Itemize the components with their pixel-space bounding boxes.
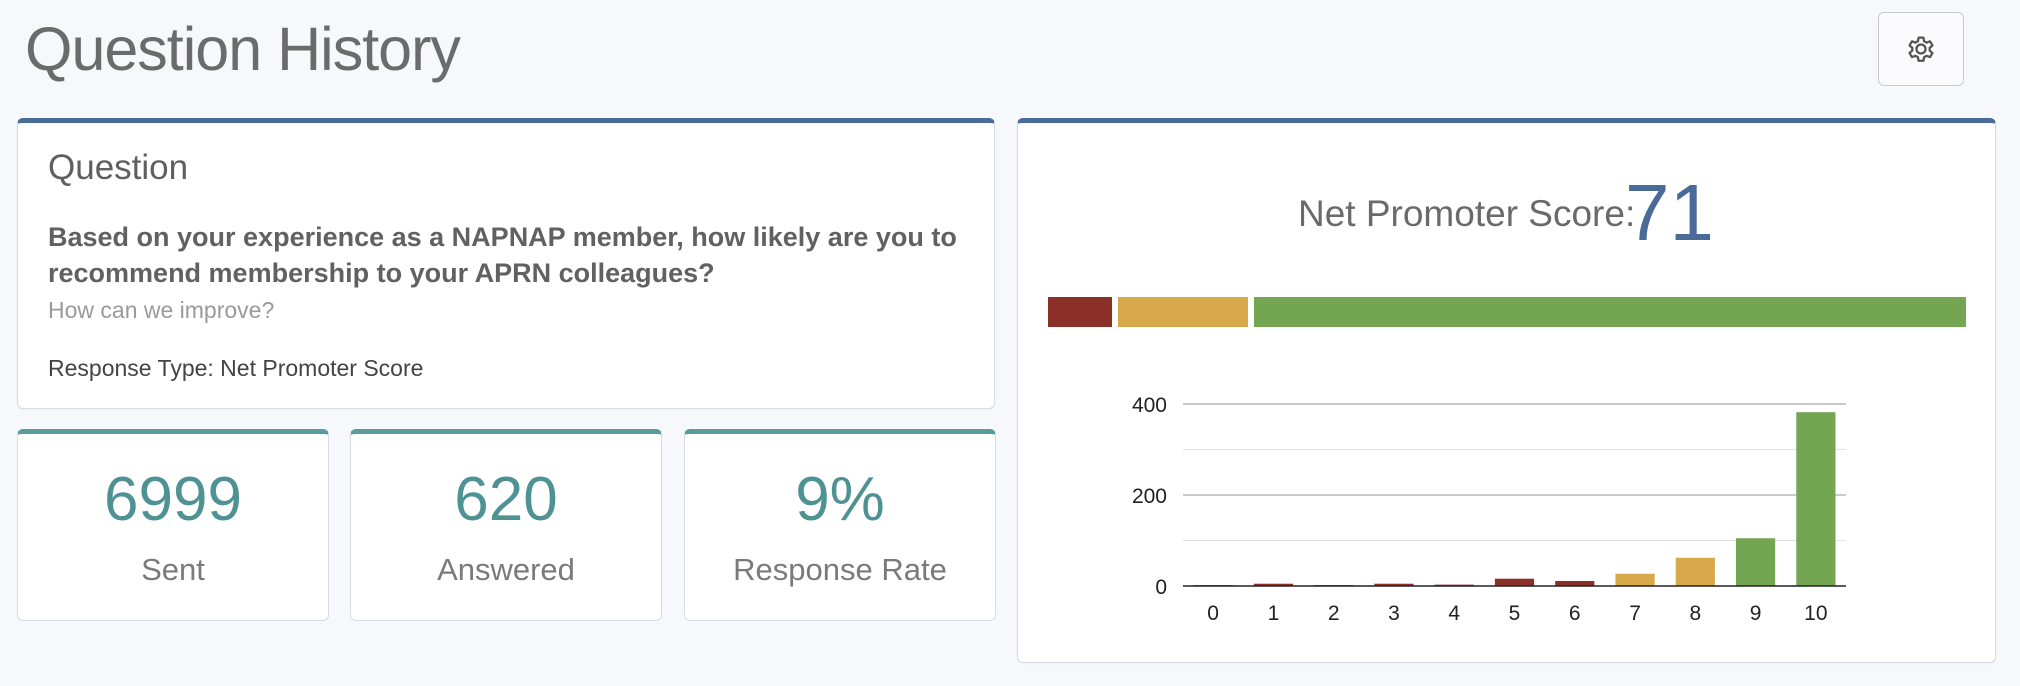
y-tick-label: 200	[1132, 485, 1167, 508]
stat-card-answered: 620 Answered	[350, 429, 662, 621]
stat-label: Response Rate	[733, 552, 947, 587]
bar-score-5	[1494, 578, 1535, 586]
x-tick-label: 7	[1629, 602, 1641, 625]
y-tick-label: 0	[1155, 576, 1167, 599]
stat-value: 9%	[795, 465, 885, 534]
nps-bar-promoters	[1254, 297, 1966, 327]
bar-score-9	[1736, 538, 1776, 586]
gear-icon	[1908, 36, 1934, 62]
x-tick-label: 4	[1448, 602, 1460, 625]
stat-value: 6999	[104, 465, 242, 534]
nps-bar-detractors	[1048, 297, 1113, 327]
x-tick-label: 1	[1268, 602, 1280, 625]
question-heading: Question	[48, 148, 189, 187]
nps-bar-passives	[1118, 297, 1249, 327]
nps-histogram: 0 200 400 0 1 2 3 4 5 6 7 8 9 10	[1132, 394, 1846, 625]
settings-button[interactable]	[1878, 12, 1964, 86]
bar-score-3	[1374, 583, 1414, 586]
question-text: Based on your experience as a NAPNAP mem…	[48, 222, 957, 288]
followup-question: How can we improve?	[48, 297, 275, 323]
x-tick-label: 6	[1569, 602, 1581, 625]
y-tick-label: 400	[1132, 394, 1167, 417]
bar-score-1	[1253, 583, 1293, 586]
bar-score-7	[1615, 573, 1655, 586]
question-card: Question Based on your experience as a N…	[17, 118, 995, 409]
stat-label: Answered	[437, 552, 575, 587]
nps-card: Net Promoter Score: 71 0 200 400 0 1 2 3 4 5 6 7 8…	[1017, 118, 1996, 663]
x-tick-label: 8	[1689, 602, 1701, 625]
stat-label: Sent	[141, 552, 205, 587]
stat-value: 620	[454, 465, 558, 534]
nps-label: Net Promoter Score:	[1298, 193, 1636, 234]
nps-score: 71	[1625, 168, 1714, 257]
page-title: Question History	[25, 15, 461, 83]
x-tick-label: 3	[1388, 602, 1400, 625]
response-type: Response Type: Net Promoter Score	[48, 355, 424, 381]
bar-score-8	[1675, 557, 1715, 586]
stat-card-sent: 6999 Sent	[17, 429, 329, 621]
stat-card-response-rate: 9% Response Rate	[684, 429, 996, 621]
x-tick-label: 0	[1207, 602, 1219, 625]
bar-score-10	[1796, 412, 1836, 586]
bar-score-6	[1555, 580, 1595, 586]
x-tick-label: 5	[1509, 602, 1521, 625]
x-tick-label: 10	[1804, 602, 1827, 625]
x-tick-label: 9	[1750, 602, 1762, 625]
x-tick-label: 2	[1328, 602, 1340, 625]
